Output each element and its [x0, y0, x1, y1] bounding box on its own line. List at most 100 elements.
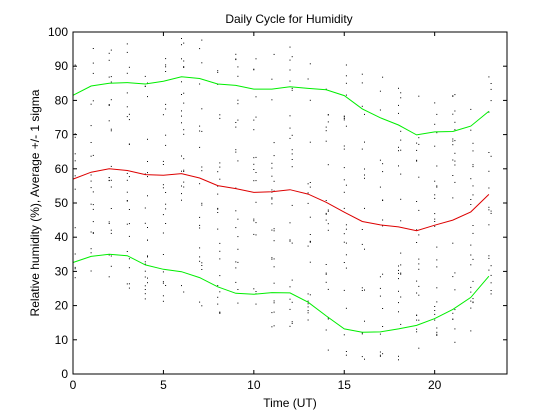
- observation-dot: [345, 82, 347, 84]
- observation-dot: [343, 207, 345, 209]
- observation-dot: [291, 134, 293, 136]
- observation-dot: [400, 220, 402, 222]
- observation-dot: [219, 166, 221, 168]
- observation-dot: [162, 282, 164, 284]
- plot-frame: [72, 31, 508, 375]
- y-tick-label: 50: [55, 196, 69, 210]
- observation-dot: [436, 287, 438, 289]
- observation-dot: [126, 43, 128, 45]
- observation-dot: [217, 285, 219, 287]
- observation-dot: [199, 130, 201, 132]
- observation-dot: [108, 76, 110, 78]
- x-tick-label: 15: [338, 378, 352, 392]
- observation-dot: [398, 311, 399, 313]
- observation-dot: [364, 174, 365, 176]
- observation-dot: [128, 223, 130, 225]
- observation-dot: [418, 143, 420, 145]
- observation-dot: [92, 62, 94, 64]
- observation-dot: [400, 272, 402, 274]
- observation-dot: [201, 204, 203, 206]
- observation-dot: [201, 130, 203, 132]
- observation-dot: [144, 75, 146, 77]
- average-line: [72, 168, 490, 232]
- observation-dot: [400, 273, 402, 275]
- observation-dot: [490, 155, 492, 157]
- observation-dot: [364, 289, 365, 291]
- observation-dot: [307, 303, 309, 305]
- observation-dot: [325, 200, 327, 201]
- observation-dot: [199, 247, 201, 249]
- observation-dot: [416, 331, 418, 333]
- observation-dot: [201, 62, 203, 64]
- observation-dot: [416, 319, 418, 321]
- observation-dot: [345, 267, 347, 269]
- observation-dot: [235, 126, 237, 128]
- observation-dot: [472, 258, 474, 260]
- observation-dot: [398, 112, 399, 114]
- observation-dot: [418, 176, 420, 178]
- y-axis-label: Relative humidity (%), Average +/- 1 sig…: [28, 89, 42, 316]
- observation-dot: [273, 302, 275, 304]
- observation-dot: [147, 82, 148, 84]
- observation-dot: [165, 66, 167, 68]
- observation-dot: [418, 209, 420, 211]
- observation-dot: [416, 292, 418, 294]
- observation-dot: [128, 143, 130, 145]
- observation-dot: [364, 358, 365, 360]
- observation-dot: [400, 149, 402, 151]
- observation-dot: [199, 224, 201, 226]
- observation-dot: [165, 64, 167, 66]
- observation-dot: [235, 59, 237, 61]
- observation-dot: [255, 180, 257, 182]
- observation-dot: [181, 193, 182, 195]
- observation-dot: [181, 285, 182, 287]
- observation-dot: [273, 228, 275, 230]
- observation-dot: [199, 146, 201, 148]
- observation-dot: [488, 187, 490, 189]
- observation-dot: [126, 51, 128, 53]
- observation-dot: [217, 296, 219, 298]
- observation-dot: [162, 160, 164, 162]
- observation-dot: [418, 258, 420, 260]
- observation-dot: [309, 99, 311, 101]
- observation-dot: [382, 273, 384, 275]
- observation-dot: [183, 169, 185, 171]
- observation-dot: [452, 138, 454, 140]
- observation-dot: [379, 90, 381, 92]
- observation-dot: [126, 172, 128, 174]
- observation-dot: [343, 179, 345, 181]
- observation-dot: [108, 59, 110, 61]
- observation-dot: [235, 261, 237, 263]
- observation-dot: [165, 203, 167, 205]
- y-tick-label: 60: [55, 162, 69, 176]
- observation-dot: [147, 227, 148, 228]
- observation-dot: [253, 180, 255, 182]
- observation-dot: [364, 113, 365, 115]
- observation-dot: [364, 248, 365, 250]
- observation-dot: [273, 230, 275, 232]
- observation-dot: [144, 222, 146, 224]
- y-tick-label: 30: [55, 264, 69, 278]
- observation-dot: [289, 69, 291, 71]
- observation-dot: [454, 341, 456, 343]
- observation-dot: [217, 71, 219, 73]
- observation-dot: [183, 181, 185, 183]
- observation-dot: [490, 290, 492, 291]
- observation-dot: [162, 254, 164, 255]
- observation-dot: [237, 160, 239, 162]
- observation-dot: [452, 197, 454, 199]
- observation-dot: [217, 193, 219, 195]
- observation-dot: [398, 104, 399, 106]
- plot-area: [72, 31, 508, 375]
- observation-dot: [452, 318, 454, 320]
- observation-dot: [472, 164, 474, 166]
- observation-dot: [289, 298, 291, 300]
- observation-dot: [255, 156, 257, 158]
- observation-dot: [183, 92, 185, 94]
- observation-dot: [237, 218, 239, 220]
- y-tick-label: 80: [55, 93, 69, 107]
- observation-dot: [382, 200, 384, 201]
- observation-dot: [327, 349, 329, 351]
- observation-dot: [126, 223, 128, 225]
- observation-dot: [201, 166, 203, 168]
